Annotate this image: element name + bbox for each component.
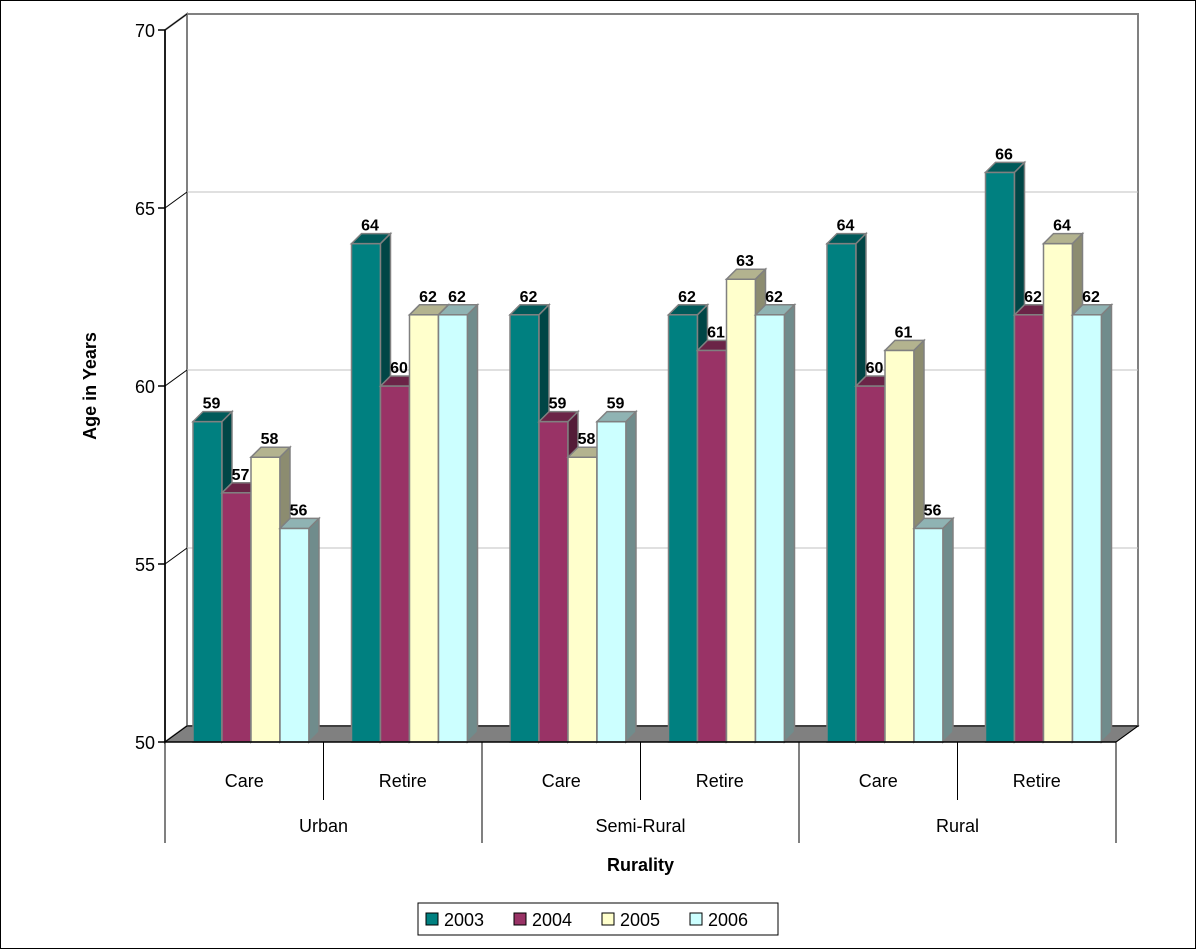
data-label: 58 xyxy=(261,431,279,448)
bar-front xyxy=(913,527,944,743)
bar xyxy=(883,338,926,744)
legend-box xyxy=(417,902,779,936)
bar-front xyxy=(754,314,786,743)
bar-side xyxy=(466,302,479,744)
data-label: 61 xyxy=(707,324,725,341)
bar xyxy=(912,516,955,744)
bar-front xyxy=(350,242,382,743)
data-label: 62 xyxy=(1082,289,1100,306)
legend-label: 2005 xyxy=(620,910,660,930)
data-label: 58 xyxy=(578,431,596,448)
bar-front xyxy=(509,314,540,743)
bar xyxy=(1070,302,1114,744)
y-axis-title: Age in Years xyxy=(80,332,100,440)
x-tick-label: Care xyxy=(542,771,581,791)
data-label: 61 xyxy=(895,324,913,341)
legend-swatch xyxy=(601,912,615,926)
x-group-label: Semi-Rural xyxy=(595,816,685,836)
bar-front xyxy=(826,242,857,743)
data-label: 62 xyxy=(419,289,437,306)
x-tick-label: Retire xyxy=(379,771,427,791)
y-tick-label: 55 xyxy=(135,555,155,575)
legend-label: 2003 xyxy=(444,910,484,930)
bar xyxy=(595,409,638,744)
x-axis-depth xyxy=(1115,725,1139,743)
y-tick-depth xyxy=(164,369,188,387)
bar-side xyxy=(783,302,796,744)
data-label: 56 xyxy=(924,502,942,519)
bar-front xyxy=(1013,314,1045,743)
y-tick-label: 50 xyxy=(135,733,155,753)
data-label: 59 xyxy=(549,396,567,413)
bar-front xyxy=(855,385,886,743)
y-tick-label: 70 xyxy=(135,21,155,41)
bar-front xyxy=(567,456,598,743)
bar-front xyxy=(1071,314,1103,743)
data-label: 62 xyxy=(1024,289,1042,306)
legend-swatch xyxy=(425,912,439,926)
bar-front xyxy=(596,420,627,743)
y-tick-depth xyxy=(164,191,188,209)
data-label: 64 xyxy=(1053,218,1071,235)
y-tick-depth xyxy=(164,13,188,31)
data-label: 57 xyxy=(232,467,250,484)
x-group-label: Rural xyxy=(936,816,979,836)
bar xyxy=(753,302,797,744)
bar-front xyxy=(696,349,728,743)
bar-front xyxy=(379,385,411,743)
bar-front xyxy=(192,420,223,743)
bar-front xyxy=(279,527,310,743)
legend-label: 2006 xyxy=(708,910,748,930)
data-label: 62 xyxy=(520,289,538,306)
data-label: 64 xyxy=(837,218,855,235)
data-label: 63 xyxy=(736,253,754,270)
bar-front xyxy=(1042,242,1074,743)
data-label: 59 xyxy=(607,396,625,413)
bar-front xyxy=(437,314,469,743)
bar-front xyxy=(884,349,915,743)
legend-label: 2004 xyxy=(532,910,572,930)
bar-front xyxy=(221,492,252,743)
x-tick-label: Care xyxy=(225,771,264,791)
bar-side xyxy=(942,516,954,744)
bar-front xyxy=(250,456,281,743)
data-label: 59 xyxy=(203,396,221,413)
bar-front xyxy=(408,314,440,743)
bar-side xyxy=(308,516,320,744)
y-tick-depth xyxy=(164,725,188,743)
x-axis-title: Rurality xyxy=(607,855,674,875)
data-label: 62 xyxy=(765,289,783,306)
y-tick-depth xyxy=(164,547,188,565)
data-label: 66 xyxy=(995,146,1013,163)
y-tick-label: 65 xyxy=(135,199,155,219)
bar-side xyxy=(625,409,637,744)
data-label: 56 xyxy=(290,502,308,519)
bar-side xyxy=(1100,302,1113,744)
bar xyxy=(436,302,480,744)
x-tick-label: Retire xyxy=(1013,771,1061,791)
data-label: 60 xyxy=(390,360,408,377)
data-label: 62 xyxy=(678,289,696,306)
bar-front xyxy=(667,314,699,743)
data-label: 62 xyxy=(448,289,466,306)
bar-front xyxy=(725,278,757,743)
y-tick-label: 60 xyxy=(135,377,155,397)
x-tick-label: Retire xyxy=(696,771,744,791)
legend-swatch xyxy=(689,912,703,926)
bar xyxy=(278,516,321,744)
data-label: 64 xyxy=(361,218,379,235)
data-label: 60 xyxy=(866,360,884,377)
x-group-label: Urban xyxy=(299,816,348,836)
legend-swatch xyxy=(513,912,527,926)
bar-front xyxy=(984,171,1016,743)
x-tick-label: Care xyxy=(859,771,898,791)
bar-front xyxy=(538,420,569,743)
